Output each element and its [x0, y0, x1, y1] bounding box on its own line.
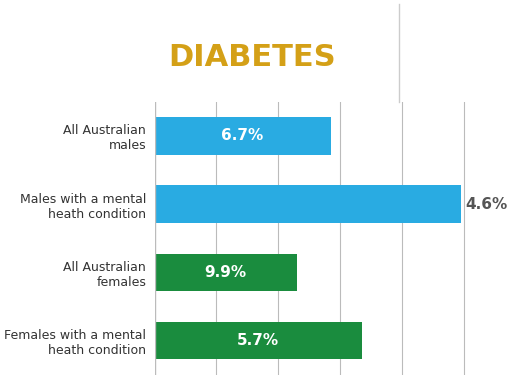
- Bar: [155, 185, 460, 223]
- Text: 5.7%: 5.7%: [237, 333, 279, 348]
- Text: 9.9%: 9.9%: [204, 265, 247, 280]
- Text: 6.7%: 6.7%: [222, 128, 264, 143]
- Bar: [155, 322, 361, 359]
- Text: DIABETES: DIABETES: [168, 43, 336, 72]
- Bar: [155, 117, 331, 155]
- Text: 4.6%: 4.6%: [465, 197, 507, 211]
- Bar: [155, 254, 297, 291]
